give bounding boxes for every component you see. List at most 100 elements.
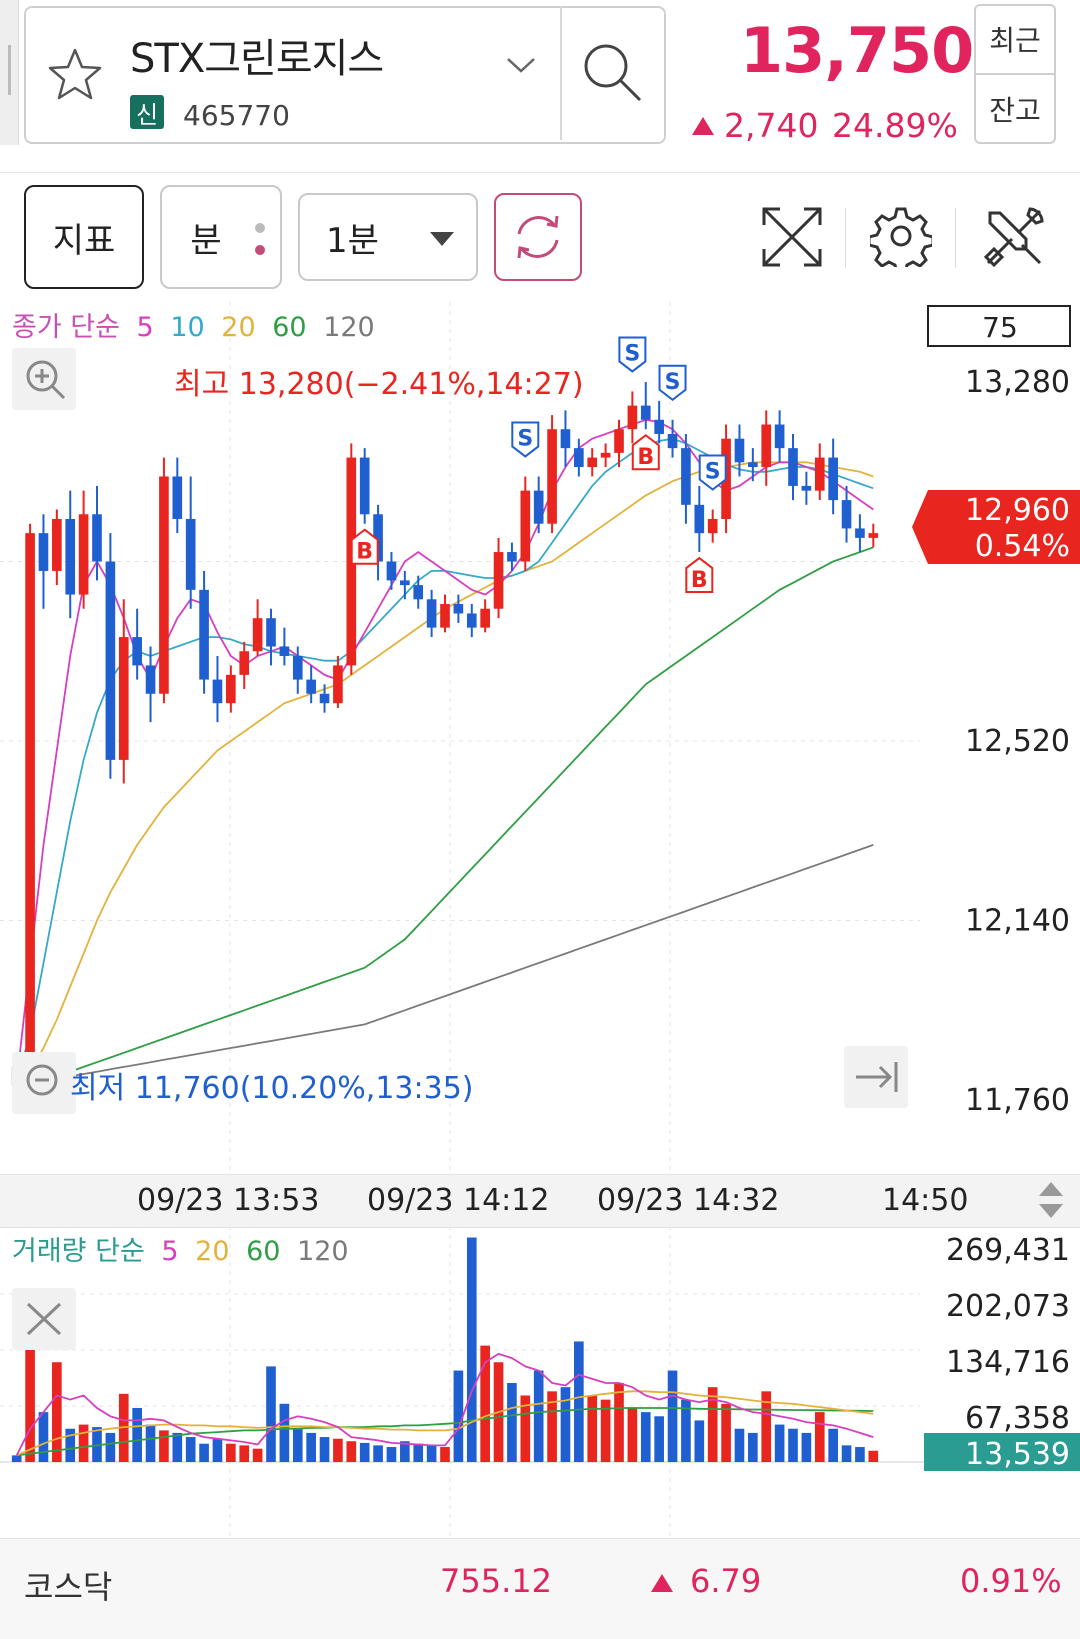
candle-body <box>774 424 785 449</box>
resize-handle-icon[interactable] <box>1036 1180 1066 1224</box>
candle-body <box>199 589 209 680</box>
volume-chart[interactable]: 269,431 202,073 134,716 67,358 거래량 단순 5 20 … <box>0 1226 1080 1538</box>
price-chart-legend[interactable]: 종가 단순 5 10 20 60 120 <box>12 312 375 343</box>
time-axis[interactable] <box>0 1174 1080 1228</box>
current-volume-tag: 13,539 <box>924 1433 1080 1472</box>
volume-bar <box>52 1362 62 1462</box>
candle-body <box>319 693 330 704</box>
high-price-label: 최고 13,280(−2.41%,14:27) <box>174 367 584 402</box>
volume-bar <box>453 1370 464 1462</box>
volume-bar <box>667 1370 678 1462</box>
moving-average-ma60 <box>16 546 874 1087</box>
volume-bar <box>212 1438 223 1462</box>
volume-bar <box>172 1432 183 1462</box>
volume-bar <box>748 1432 758 1462</box>
zoom-in-icon[interactable] <box>12 348 76 410</box>
divider <box>955 208 956 268</box>
candle-body <box>828 457 838 501</box>
candle-body <box>453 604 464 614</box>
candle-body <box>814 457 825 491</box>
stock-name[interactable]: STX그린로지스 <box>130 36 384 82</box>
volume-bar <box>520 1395 531 1462</box>
candle-body <box>654 419 664 434</box>
refresh-button[interactable] <box>494 193 582 281</box>
volume-bar <box>426 1445 437 1462</box>
candle-body <box>159 476 169 694</box>
balance-button[interactable]: 잔고 <box>989 94 1041 127</box>
x-tick-label: 09/23 14:12 <box>367 1183 550 1218</box>
volume-bar <box>828 1428 838 1462</box>
moving-average-ma10 <box>15 437 874 1082</box>
caret-down-icon <box>430 232 454 246</box>
x-tick-label: 14:50 <box>882 1183 969 1218</box>
recent-button[interactable]: 최근 <box>989 24 1041 57</box>
fullscreen-icon[interactable] <box>760 205 824 273</box>
divider <box>976 73 1054 75</box>
zoom-out-icon[interactable] <box>12 1052 76 1114</box>
legend-ma20: 20 <box>221 312 255 343</box>
search-icon[interactable] <box>580 40 644 108</box>
current-rate-tag-value: 0.54% <box>975 529 1070 564</box>
gear-icon[interactable] <box>867 205 935 275</box>
volume-moving-average-ma20 <box>16 1390 874 1457</box>
volume-bar <box>226 1443 236 1462</box>
close-icon[interactable] <box>12 1288 76 1350</box>
candle-body <box>681 448 691 505</box>
candle-body <box>172 476 183 519</box>
buy-signal-marker: B <box>631 433 660 471</box>
candle-body <box>185 518 196 590</box>
volume-bar <box>279 1403 290 1462</box>
candle-body <box>252 618 263 652</box>
minute-button[interactable]: 분 <box>160 185 282 289</box>
volume-bar <box>774 1424 785 1462</box>
volume-bar <box>868 1450 879 1462</box>
candle-body <box>279 646 290 656</box>
candle-body <box>118 637 129 760</box>
volume-moving-average-ma5 <box>15 1352 874 1456</box>
current-price-tag: 12,960 0.54% <box>912 490 1080 564</box>
volume-bar <box>359 1442 370 1462</box>
volume-bar <box>707 1387 718 1462</box>
volume-chart-legend[interactable]: 거래량 단순 5 20 60 120 <box>12 1236 349 1267</box>
volume-bar <box>386 1447 397 1462</box>
volume-bar <box>132 1407 142 1462</box>
candle-body <box>801 485 812 491</box>
y-tick-label: 12,520 <box>965 724 1070 759</box>
candle-body <box>841 500 852 529</box>
indicator-button[interactable]: 지표 <box>24 185 144 289</box>
candle-body <box>132 637 142 666</box>
candle-body <box>694 504 705 534</box>
volume-bar <box>333 1438 343 1462</box>
volume-bar <box>266 1366 276 1462</box>
index-ticker[interactable] <box>0 1538 1080 1639</box>
star-icon[interactable] <box>46 46 104 108</box>
legend-ma20: 20 <box>195 1236 229 1267</box>
volume-bar <box>681 1399 691 1462</box>
candle-body <box>306 679 316 694</box>
legend-prefix: 종가 단순 <box>12 312 120 343</box>
candle-body <box>614 429 624 453</box>
sell-signal-marker: S <box>511 421 540 458</box>
volume-bar <box>694 1420 705 1462</box>
candle-body <box>587 457 598 468</box>
index-change: 6.79 <box>690 1562 762 1600</box>
volume-bar <box>627 1407 638 1462</box>
candle-body <box>426 599 437 628</box>
tools-icon[interactable] <box>982 205 1046 273</box>
chevron-down-icon[interactable] <box>505 55 537 79</box>
current-price-tag-value: 12,960 <box>965 493 1070 528</box>
candle-body <box>868 533 879 538</box>
scroll-to-latest-icon[interactable] <box>844 1046 908 1108</box>
volume-bar <box>600 1399 611 1462</box>
candle-body <box>600 452 611 458</box>
legend-ma60: 60 <box>272 312 306 343</box>
volume-bar <box>480 1345 490 1462</box>
volume-bar <box>105 1432 116 1462</box>
candle-body <box>520 490 531 562</box>
candle-body <box>734 438 745 463</box>
side-drawer-handle[interactable] <box>0 0 19 145</box>
legend-ma120: 120 <box>323 312 375 343</box>
price-change: 2,740 <box>724 106 819 145</box>
candle-body <box>547 429 557 524</box>
